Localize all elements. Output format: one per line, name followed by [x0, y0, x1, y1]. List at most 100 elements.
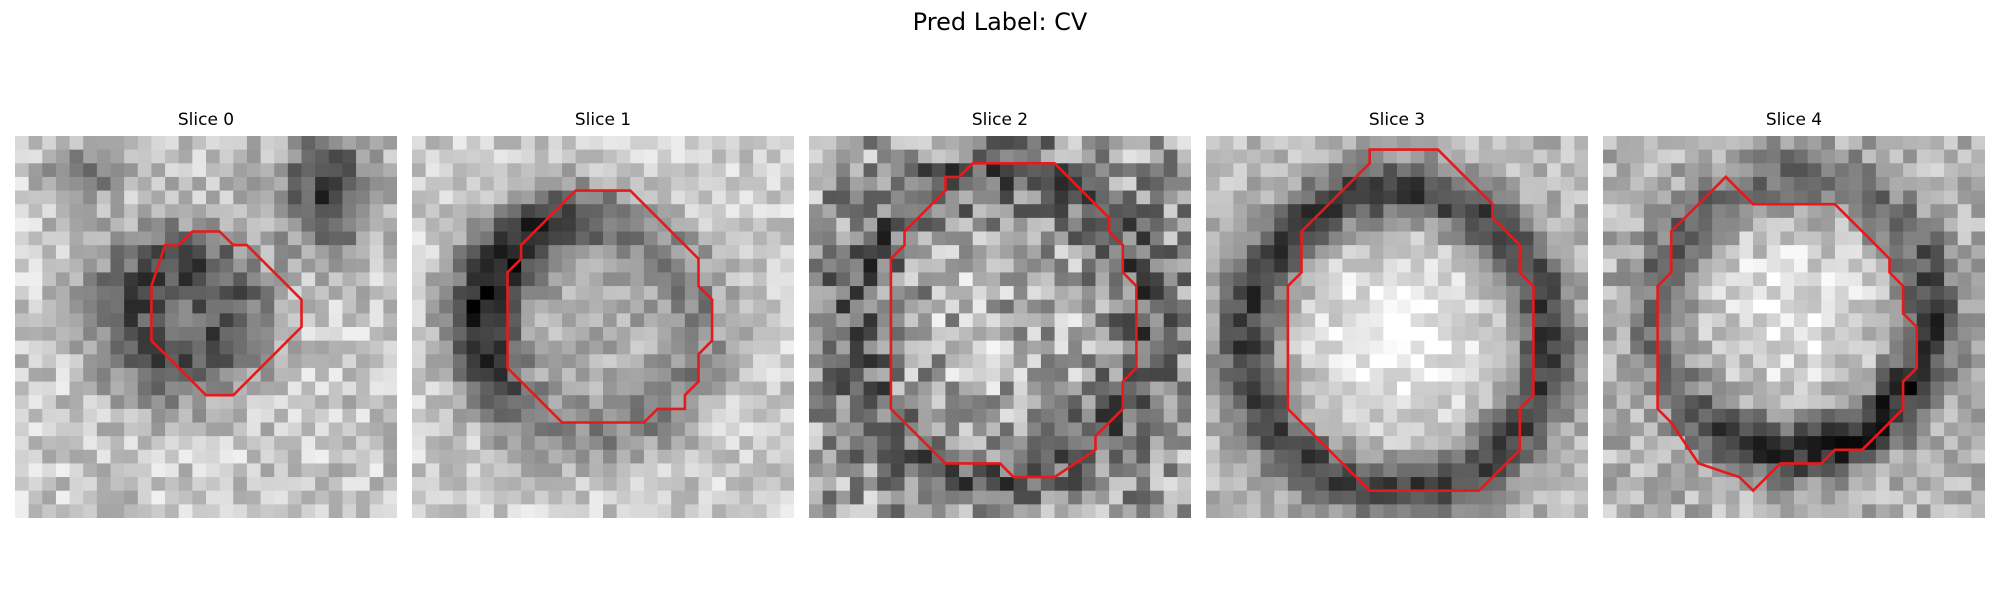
image-pixel [986, 327, 1001, 342]
image-pixel [836, 286, 851, 301]
image-pixel [1834, 436, 1850, 451]
image-pixel [1081, 149, 1097, 164]
image-pixel [1506, 204, 1521, 219]
image-pixel [1807, 463, 1822, 478]
image-pixel [452, 340, 468, 355]
image-pixel [1671, 245, 1686, 260]
image-pixel [1328, 367, 1344, 383]
image-pixel [643, 299, 659, 314]
image-pixel [1875, 477, 1891, 492]
image-pixel [712, 340, 727, 355]
image-pixel [1684, 408, 1700, 424]
image-pixel [603, 286, 618, 301]
image-pixel [69, 436, 84, 451]
image-pixel [616, 327, 631, 342]
image-pixel [1233, 272, 1248, 287]
image-pixel [986, 204, 1001, 219]
image-pixel [712, 245, 727, 260]
image-pixel [1560, 340, 1575, 355]
image-pixel [124, 477, 139, 492]
image-pixel [1533, 449, 1548, 465]
image-pixel [698, 204, 713, 219]
image-pixel [1397, 299, 1412, 314]
image-pixel [1903, 354, 1918, 369]
image-pixel [1657, 176, 1672, 192]
image-pixel [260, 286, 275, 301]
image-pixel [1684, 231, 1700, 246]
image-pixel [1287, 136, 1303, 151]
image-pixel [1068, 408, 1083, 424]
image-pixel [863, 463, 878, 478]
image-pixel [562, 313, 577, 328]
image-pixel [1437, 231, 1453, 246]
image-pixel [986, 504, 1001, 518]
image-pixel [945, 286, 960, 301]
slice-panel-2: Slice 2 [809, 108, 1191, 518]
image-pixel [1807, 245, 1822, 260]
image-pixel [1712, 490, 1727, 505]
image-pixel [616, 449, 631, 465]
image-pixel [1889, 299, 1904, 314]
image-pixel [369, 136, 384, 151]
image-pixel [1957, 436, 1972, 451]
image-pixel [507, 163, 522, 178]
image-pixel [657, 313, 672, 328]
image-pixel [1397, 463, 1412, 478]
image-pixel [1657, 381, 1672, 396]
image-pixel [521, 258, 536, 274]
image-pixel [643, 381, 659, 396]
image-pixel [1136, 367, 1151, 383]
image-pixel [1848, 422, 1863, 437]
image-pixel [425, 176, 440, 192]
image-pixel [849, 477, 865, 492]
image-pixel [1136, 395, 1151, 410]
image-pixel [945, 340, 960, 355]
image-pixel [1930, 408, 1945, 424]
image-pixel [96, 327, 112, 342]
image-pixel [287, 340, 303, 355]
image-pixel [1219, 286, 1234, 301]
image-pixel [1684, 190, 1700, 205]
image-pixel [822, 286, 837, 301]
image-pixel [671, 163, 686, 178]
image-pixel [383, 313, 397, 328]
image-pixel [369, 408, 384, 424]
image-pixel [342, 286, 357, 301]
image-pixel [1533, 354, 1548, 369]
image-pixel [562, 436, 577, 451]
image-pixel [643, 340, 659, 355]
image-pixel [1000, 436, 1015, 451]
image-pixel [110, 340, 125, 355]
image-pixel [1013, 436, 1028, 451]
image-pixel [1246, 258, 1262, 274]
image-pixel [1492, 354, 1507, 369]
image-pixel [206, 299, 221, 314]
image-pixel [616, 504, 631, 518]
image-pixel [739, 477, 754, 492]
image-pixel [342, 327, 357, 342]
image-pixel [603, 367, 618, 383]
image-pixel [1081, 477, 1097, 492]
image-pixel [1095, 231, 1110, 246]
image-pixel [548, 395, 563, 410]
image-pixel [863, 436, 878, 451]
image-pixel [1657, 340, 1672, 355]
image-pixel [1971, 422, 1985, 437]
image-pixel [439, 490, 454, 505]
image-pixel [1342, 477, 1357, 492]
image-pixel [110, 217, 125, 233]
image-pixel [1109, 327, 1124, 342]
image-pixel [630, 477, 645, 492]
image-pixel [233, 327, 248, 342]
image-pixel [836, 354, 851, 369]
image-pixel [1027, 272, 1042, 287]
image-pixel [1698, 149, 1713, 164]
image-pixel [1383, 395, 1398, 410]
image-pixel [780, 436, 794, 451]
image-pixel [712, 422, 727, 437]
image-pixel [1206, 176, 1221, 192]
image-pixel [630, 149, 645, 164]
image-pixel [534, 286, 550, 301]
image-pixel [1944, 190, 1959, 205]
image-pixel [233, 245, 248, 260]
